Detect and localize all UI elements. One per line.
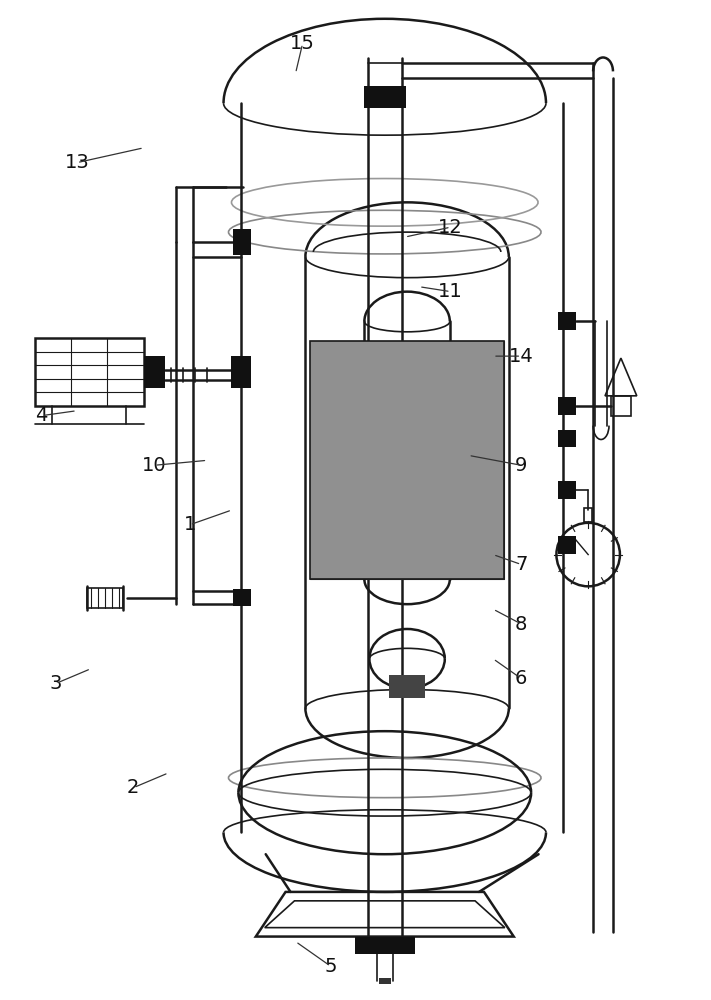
Bar bbox=[144, 356, 166, 388]
Text: 12: 12 bbox=[439, 218, 463, 237]
Text: 13: 13 bbox=[65, 153, 89, 172]
Bar bbox=[379, 978, 391, 984]
Bar bbox=[311, 341, 504, 579]
Bar bbox=[35, 338, 144, 406]
Bar bbox=[558, 312, 576, 330]
Bar bbox=[233, 589, 251, 606]
Bar bbox=[611, 396, 631, 416]
Bar bbox=[558, 430, 576, 447]
Bar bbox=[364, 86, 405, 108]
Bar bbox=[558, 536, 576, 554]
Text: 9: 9 bbox=[515, 456, 528, 475]
Text: 15: 15 bbox=[290, 34, 315, 53]
Bar bbox=[389, 675, 425, 698]
Bar bbox=[87, 588, 123, 608]
Text: 8: 8 bbox=[515, 615, 528, 634]
Text: 7: 7 bbox=[515, 555, 528, 574]
Bar bbox=[558, 481, 576, 499]
Bar bbox=[231, 356, 251, 388]
Text: 11: 11 bbox=[439, 282, 463, 301]
Text: 2: 2 bbox=[127, 778, 139, 797]
Text: 5: 5 bbox=[324, 957, 337, 976]
Bar bbox=[584, 508, 592, 522]
Bar bbox=[233, 229, 251, 255]
Text: 3: 3 bbox=[50, 674, 62, 693]
Bar bbox=[558, 397, 576, 415]
Text: 4: 4 bbox=[36, 406, 48, 425]
Text: 10: 10 bbox=[142, 456, 167, 475]
Text: 14: 14 bbox=[509, 347, 534, 366]
Text: 6: 6 bbox=[515, 669, 528, 688]
Text: 1: 1 bbox=[183, 515, 196, 534]
Bar bbox=[355, 937, 415, 954]
